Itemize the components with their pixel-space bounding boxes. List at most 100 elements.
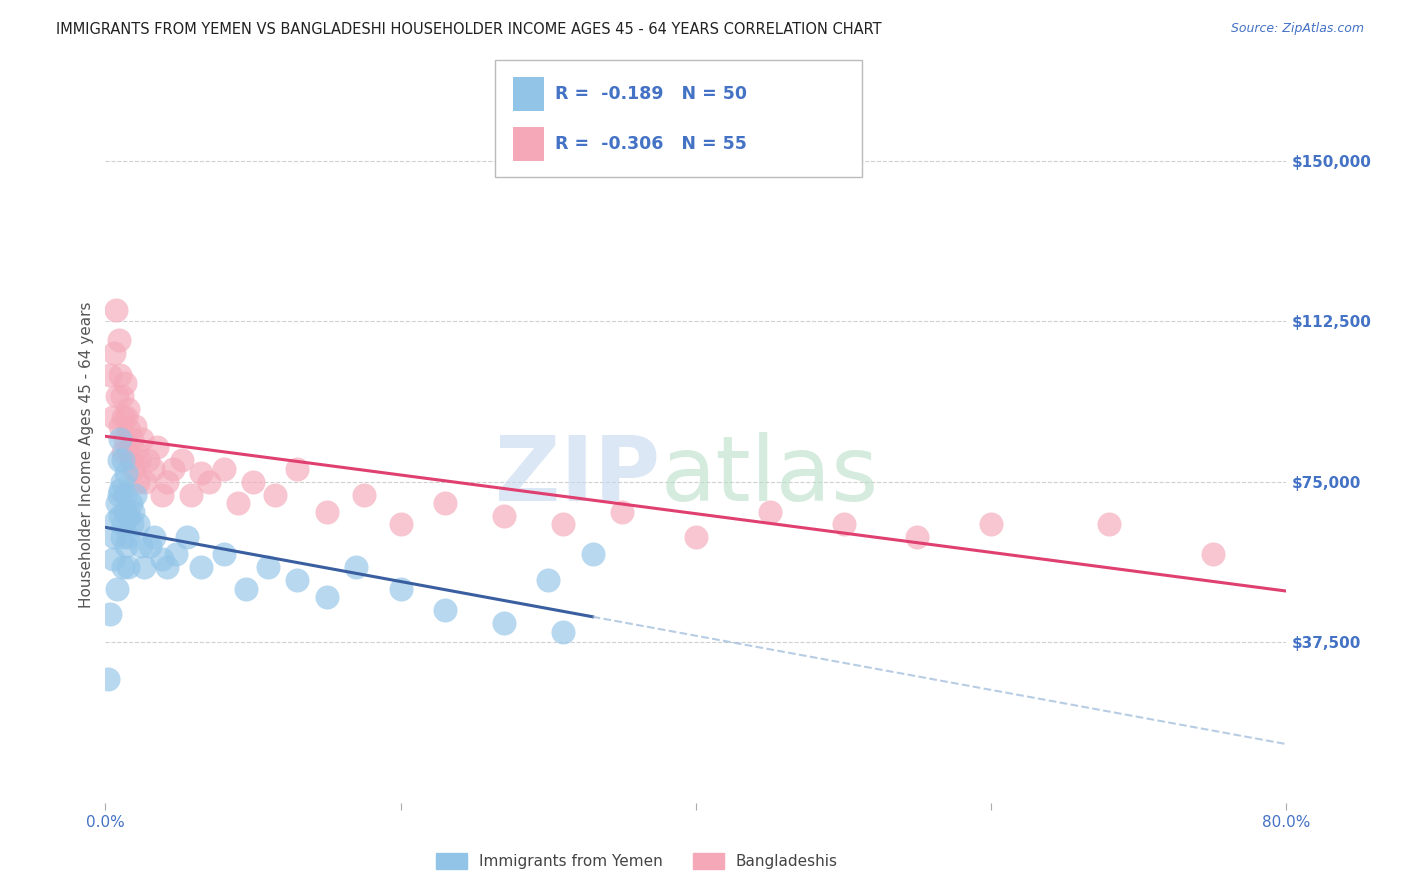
Point	[176, 530, 198, 544]
Point	[315, 505, 337, 519]
Point	[117, 560, 139, 574]
Point	[117, 401, 139, 416]
Point	[98, 368, 121, 382]
Point	[581, 548, 603, 562]
Point	[110, 419, 132, 434]
Point	[685, 530, 707, 544]
Point	[129, 539, 152, 553]
Point	[146, 441, 169, 455]
Point	[114, 432, 136, 446]
Point	[122, 505, 145, 519]
Point	[162, 462, 184, 476]
Y-axis label: Householder Income Ages 45 - 64 years: Householder Income Ages 45 - 64 years	[79, 301, 94, 608]
Point	[124, 487, 146, 501]
Point	[551, 624, 574, 639]
Point	[107, 453, 129, 467]
Point	[114, 505, 136, 519]
Point	[103, 346, 125, 360]
Point	[125, 444, 148, 458]
Point	[104, 513, 127, 527]
Point	[156, 560, 179, 574]
Point	[264, 487, 287, 501]
Point	[165, 548, 187, 562]
Point	[128, 453, 150, 467]
Point	[142, 462, 165, 476]
Point	[190, 466, 212, 480]
Point	[112, 560, 135, 574]
Point	[118, 508, 141, 523]
Point	[97, 672, 120, 686]
Text: IMMIGRANTS FROM YEMEN VS BANGLADESHI HOUSEHOLDER INCOME AGES 45 - 64 YEARS CORRE: IMMIGRANTS FROM YEMEN VS BANGLADESHI HOU…	[56, 22, 882, 37]
Point	[121, 517, 143, 532]
Point	[197, 475, 219, 489]
Legend: Immigrants from Yemen, Bangladeshis: Immigrants from Yemen, Bangladeshis	[430, 847, 844, 875]
Point	[1098, 517, 1121, 532]
Text: R =  -0.306   N = 55: R = -0.306 N = 55	[555, 135, 747, 153]
Point	[980, 517, 1002, 532]
Text: atlas: atlas	[661, 432, 879, 520]
Point	[226, 496, 250, 510]
Text: R =  -0.189   N = 50: R = -0.189 N = 50	[555, 85, 748, 103]
Point	[105, 582, 128, 596]
Point	[256, 560, 278, 574]
Point	[212, 462, 235, 476]
Point	[112, 410, 135, 425]
Point	[101, 551, 124, 566]
Point	[492, 508, 515, 523]
Point	[105, 389, 128, 403]
Point	[127, 517, 149, 532]
Point	[551, 517, 574, 532]
Point	[121, 432, 143, 446]
Point	[287, 573, 309, 587]
Point	[107, 334, 129, 348]
Point	[104, 303, 127, 318]
Point	[315, 591, 337, 605]
Point	[156, 475, 179, 489]
Point	[132, 560, 155, 574]
Point	[114, 376, 136, 391]
Point	[111, 475, 134, 489]
Text: ZIP: ZIP	[495, 432, 661, 520]
Point	[107, 487, 129, 501]
Point	[110, 483, 132, 498]
Point	[235, 582, 257, 596]
Point	[172, 453, 194, 467]
Point	[112, 453, 135, 467]
Point	[287, 462, 309, 476]
Point	[136, 453, 159, 467]
Point	[150, 487, 173, 501]
Point	[118, 423, 141, 437]
Point	[112, 444, 135, 458]
Point	[190, 560, 212, 574]
Point	[117, 444, 139, 458]
Point	[110, 508, 132, 523]
Point	[115, 539, 138, 553]
Point	[103, 530, 125, 544]
Point	[492, 615, 515, 630]
Point	[905, 530, 928, 544]
Point	[353, 487, 375, 501]
Point	[101, 410, 124, 425]
Point	[389, 582, 412, 596]
Point	[117, 530, 139, 544]
Point	[114, 487, 136, 501]
Point	[111, 530, 134, 544]
Point	[212, 548, 235, 562]
Point	[134, 475, 156, 489]
Point	[346, 560, 368, 574]
Point	[110, 368, 132, 382]
Point	[143, 530, 166, 544]
Point	[120, 496, 142, 510]
Point	[433, 603, 456, 617]
Point	[131, 432, 153, 446]
Point	[138, 539, 160, 553]
Point	[832, 517, 855, 532]
Point	[180, 487, 202, 501]
Point	[433, 496, 456, 510]
Point	[610, 505, 633, 519]
Point	[110, 432, 132, 446]
Point	[124, 419, 146, 434]
Point	[242, 475, 264, 489]
Point	[111, 389, 134, 403]
Point	[127, 475, 149, 489]
